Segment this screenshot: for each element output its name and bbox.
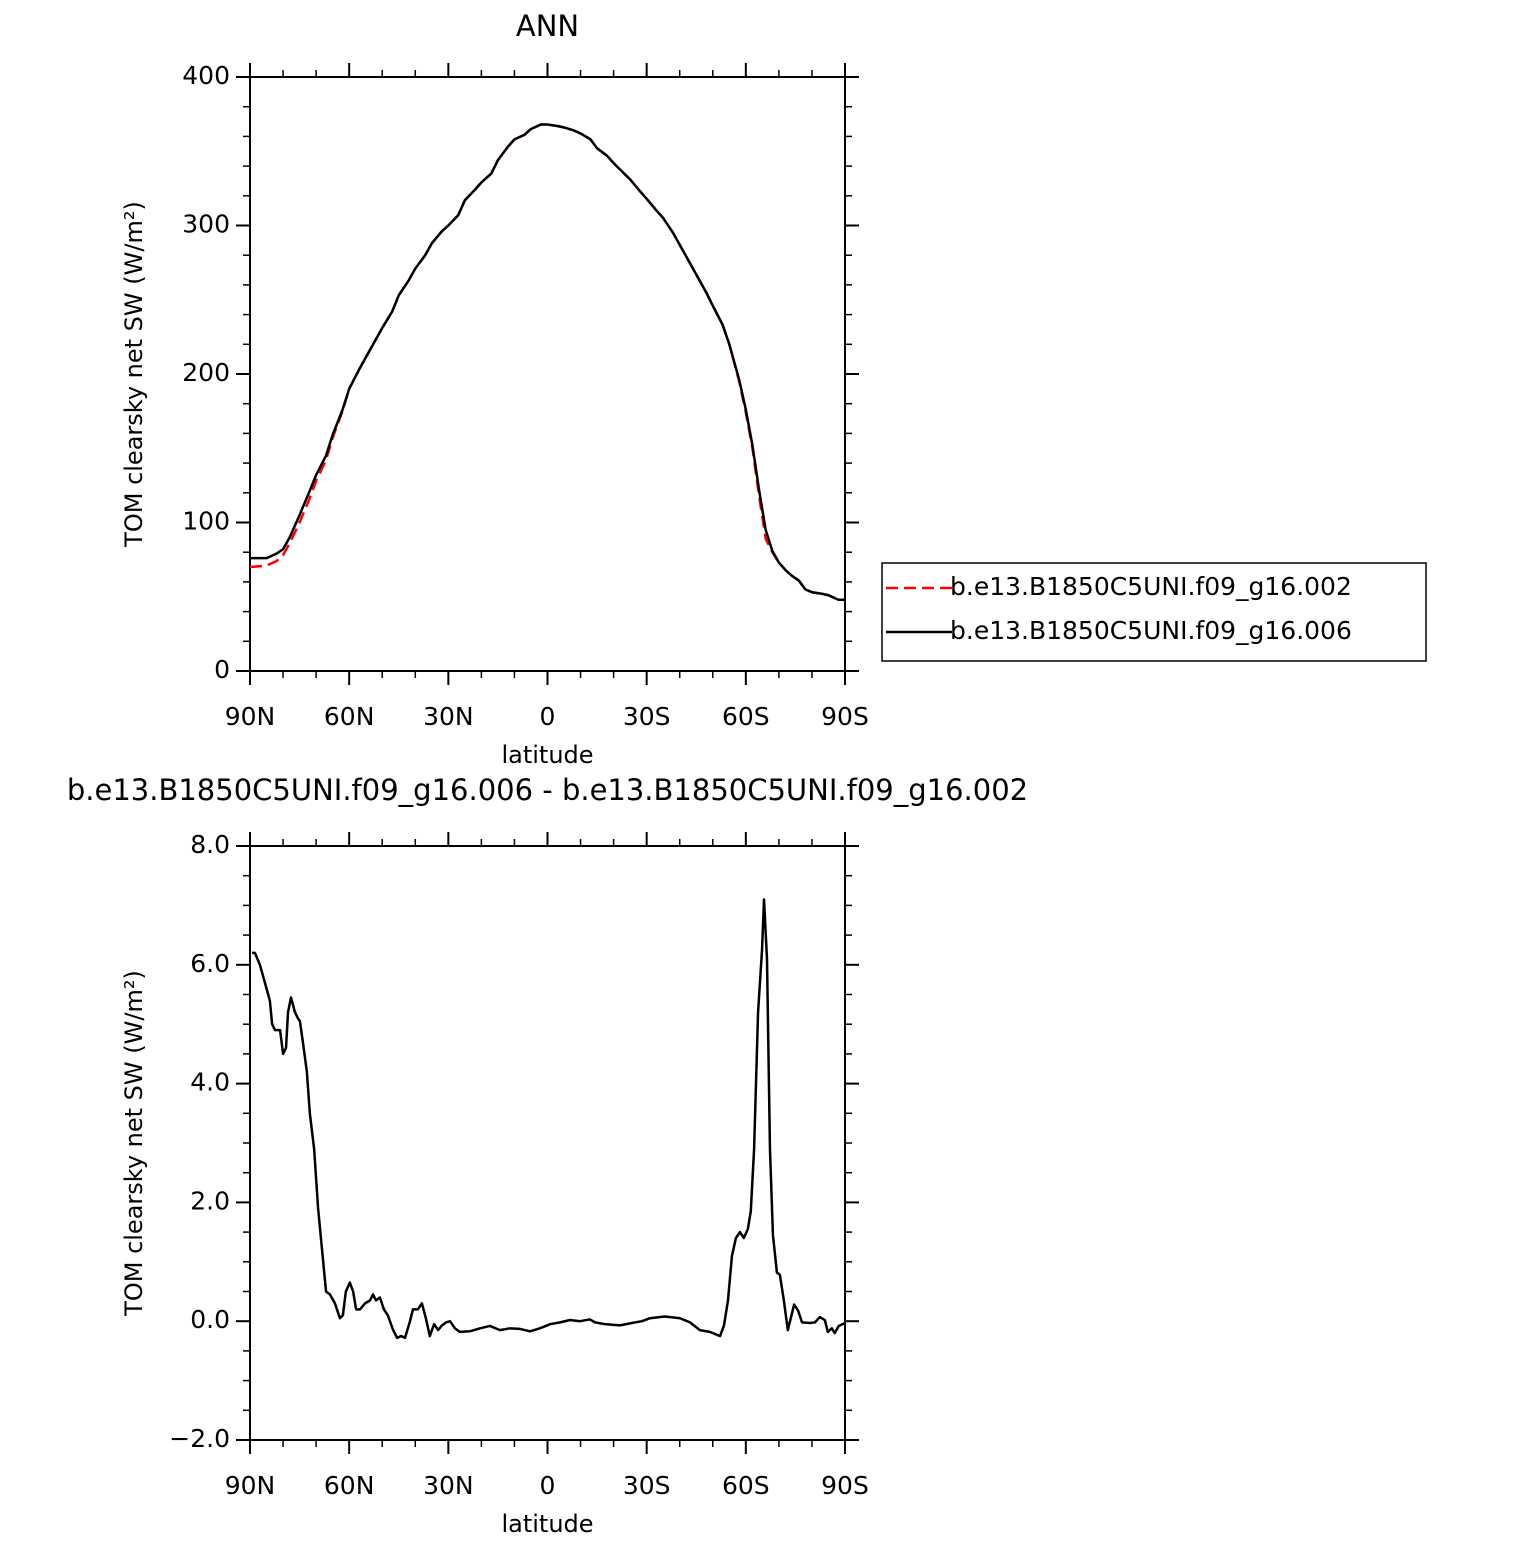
y-tick-label: 0 xyxy=(214,655,230,684)
x-tick-label: 90S xyxy=(821,702,869,731)
x-axis-label: latitude xyxy=(501,741,593,769)
y-tick-label: 2.0 xyxy=(190,1186,230,1215)
data-line xyxy=(251,898,846,1340)
legend-label: b.e13.B1850C5UNI.f09_g16.002 xyxy=(950,572,1352,601)
x-tick-label: 90S xyxy=(821,1471,869,1500)
chart-title: ANN xyxy=(516,9,579,43)
y-tick-label: 6.0 xyxy=(190,949,230,978)
chart-title: b.e13.B1850C5UNI.f09_g16.006 - b.e13.B18… xyxy=(67,773,1028,807)
legend-label: b.e13.B1850C5UNI.f09_g16.006 xyxy=(950,616,1352,645)
x-tick-label: 0 xyxy=(540,1471,556,1500)
y-tick-label: 200 xyxy=(182,358,230,387)
x-tick-label: 60N xyxy=(324,702,375,731)
y-axis-label: TOM clearsky net SW (W/m²) xyxy=(120,201,148,548)
x-tick-label: 60S xyxy=(722,702,770,731)
x-tick-label: 90N xyxy=(225,1471,276,1500)
y-tick-label: 4.0 xyxy=(190,1068,230,1097)
y-tick-label: −2.0 xyxy=(169,1424,230,1453)
panel: b.e13.B1850C5UNI.f09_g16.006 - b.e13.B18… xyxy=(67,773,1028,1538)
y-tick-label: 400 xyxy=(182,61,230,90)
x-tick-label: 60N xyxy=(324,1471,375,1500)
data-line xyxy=(250,123,845,601)
y-tick-label: 300 xyxy=(182,210,230,239)
x-tick-label: 30S xyxy=(623,1471,671,1500)
x-tick-label: 30S xyxy=(623,702,671,731)
plot-frame xyxy=(249,76,846,672)
x-tick-label: 30N xyxy=(423,1471,474,1500)
x-axis-label: latitude xyxy=(501,1510,593,1538)
x-tick-label: 90N xyxy=(225,702,276,731)
x-tick-label: 60S xyxy=(722,1471,770,1500)
y-tick-label: 0.0 xyxy=(190,1305,230,1334)
panel: ANN 90N 60N 30N 0 30S 60S 90S 0 100 200 300 400 latit… xyxy=(120,9,1427,769)
y-axis-label: TOM clearsky net SW (W/m²) xyxy=(120,970,148,1317)
x-tick-label: 30N xyxy=(423,702,474,731)
data-line xyxy=(249,123,845,601)
legend-box xyxy=(881,562,1427,662)
y-tick-label: 8.0 xyxy=(190,830,230,859)
plot-frame xyxy=(249,845,846,1441)
y-tick-label: 100 xyxy=(182,507,230,536)
x-tick-label: 0 xyxy=(540,702,556,731)
